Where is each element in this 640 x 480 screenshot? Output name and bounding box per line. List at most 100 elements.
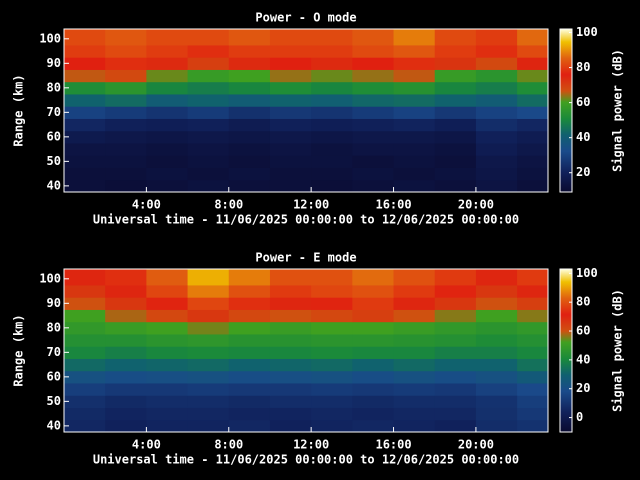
heatmap-cell — [475, 321, 518, 335]
heatmap-cell — [146, 179, 189, 193]
heatmap-cell — [105, 269, 147, 286]
heatmap-cell — [311, 395, 353, 408]
heatmap-cell — [269, 346, 312, 359]
heatmap-cell — [105, 358, 147, 372]
heatmap-cell — [475, 57, 518, 70]
heatmap-cell — [228, 346, 271, 359]
heatmap-cell — [146, 57, 189, 70]
heatmap-cell — [105, 297, 147, 310]
heatmap-cell — [146, 297, 189, 310]
heatmap-cell — [352, 269, 395, 286]
heatmap-cell — [105, 44, 147, 58]
heatmap-cell — [269, 167, 312, 181]
heatmap-cell — [475, 395, 518, 408]
y-tick-label: 90 — [47, 296, 61, 310]
heatmap-cell — [311, 333, 353, 347]
heatmap-cell — [517, 333, 549, 347]
heatmap-cell — [311, 382, 353, 396]
heatmap-cell — [64, 106, 106, 119]
heatmap-cell — [475, 179, 518, 193]
heatmap-cell — [517, 419, 549, 433]
heatmap-cell — [517, 167, 549, 181]
heatmap-cell — [228, 44, 271, 58]
heatmap-cell — [393, 179, 436, 193]
heatmap-cell — [434, 106, 477, 119]
heatmap-cell — [187, 395, 230, 408]
heatmap-cell — [105, 167, 147, 181]
heatmap-cell — [311, 142, 353, 156]
heatmap-cell — [187, 106, 230, 119]
heatmap-cell — [146, 321, 189, 335]
heatmap-cell — [105, 69, 147, 83]
heatmap-cell — [475, 44, 518, 58]
heatmap-cell — [269, 370, 312, 384]
heatmap-cell — [187, 167, 230, 181]
x-tick-label: 16:00 — [375, 438, 411, 452]
x-tick-label: 20:00 — [458, 438, 494, 452]
heatmap-cell — [434, 29, 477, 46]
heatmap-cell — [64, 118, 106, 132]
heatmap-cell — [517, 118, 549, 132]
heatmap-cell — [187, 130, 230, 144]
heatmap-cell — [228, 29, 271, 46]
heatmap-cell — [269, 106, 312, 119]
heatmap-cell — [64, 130, 106, 144]
heatmap-cell — [146, 269, 189, 286]
heatmap-cell — [228, 370, 271, 384]
heatmap-cell — [269, 44, 312, 58]
heatmap-cell — [105, 118, 147, 132]
heatmap-cell — [269, 297, 312, 310]
heatmap-cell — [105, 179, 147, 193]
heatmap-cell — [269, 155, 312, 168]
heatmap-cell — [517, 69, 549, 83]
heatmap-cell — [393, 333, 436, 347]
heatmap-cell — [105, 370, 147, 384]
heatmap-cell — [393, 321, 436, 335]
heatmap-cell — [187, 382, 230, 396]
heatmap-cell — [187, 29, 230, 46]
heatmap-cell — [517, 309, 549, 323]
heatmap-cell — [105, 382, 147, 396]
heatmap-cell — [64, 382, 106, 396]
y-tick-label: 90 — [47, 56, 61, 70]
heatmap-cell — [311, 321, 353, 335]
heatmap-cell — [269, 309, 312, 323]
heatmap-cell — [64, 309, 106, 323]
heatmap-cell — [146, 155, 189, 168]
heatmap-cell — [475, 155, 518, 168]
heatmap-cell — [64, 297, 106, 310]
heatmap-cell — [187, 370, 230, 384]
heatmap-cell — [475, 297, 518, 310]
colorbar-tick-label: 80 — [576, 295, 590, 309]
heatmap-cell — [64, 81, 106, 95]
heatmap-cell — [64, 419, 106, 433]
colorbar-label: Signal power (dB) — [611, 289, 625, 412]
heatmap-cell — [434, 81, 477, 95]
colorbar-tick-label: 20 — [576, 165, 590, 179]
heatmap-cell — [146, 118, 189, 132]
colorbar — [559, 28, 573, 193]
colorbar-tick-label: 80 — [576, 60, 590, 74]
heatmap-cell — [105, 333, 147, 347]
heatmap-cell — [517, 395, 549, 408]
heatmap-cell — [434, 118, 477, 132]
heatmap-cell — [517, 370, 549, 384]
heatmap-cell — [64, 395, 106, 408]
heatmap-cell — [393, 407, 436, 421]
heatmap-cell — [517, 44, 549, 58]
heatmap-cell — [393, 44, 436, 58]
heatmap-cell — [187, 179, 230, 193]
heatmap-cell — [64, 333, 106, 347]
heatmap-cell — [311, 29, 353, 46]
heatmap-cell — [393, 130, 436, 144]
heatmap-cell — [146, 333, 189, 347]
colorbar-tick-label: 100 — [576, 266, 598, 280]
heatmap-cell — [64, 407, 106, 421]
heatmap-cell — [146, 81, 189, 95]
heatmap-cell — [228, 407, 271, 421]
heatmap-cell — [352, 118, 395, 132]
heatmap-cell — [475, 419, 518, 433]
heatmap-cell — [352, 309, 395, 323]
heatmap-cell — [352, 142, 395, 156]
